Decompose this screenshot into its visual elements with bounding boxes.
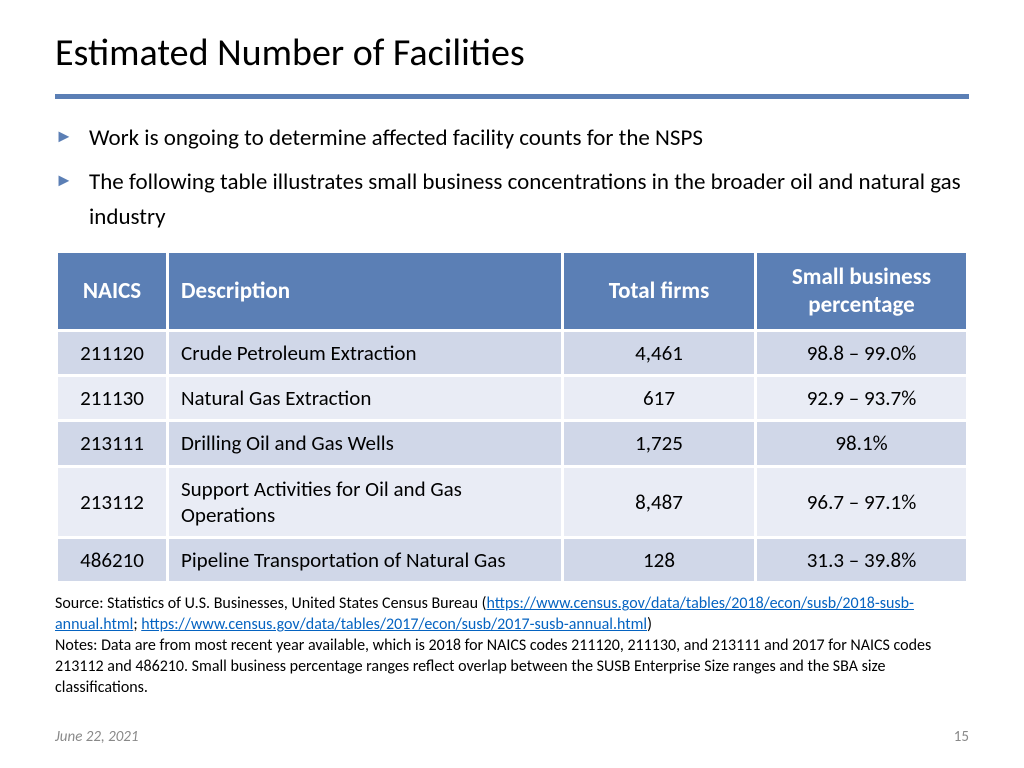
cell-description: Crude Petroleum Extraction [169,332,561,374]
cell-total-firms: 4,461 [564,332,754,374]
cell-total-firms: 128 [564,539,754,581]
table-row: 213112 Support Activities for Oil and Ga… [58,468,966,537]
table-row: 486210 Pipeline Transportation of Natura… [58,539,966,581]
source-prefix: Source: Statistics of U.S. Businesses, U… [55,594,486,613]
cell-naics: 211130 [58,377,166,419]
cell-description: Natural Gas Extraction [169,377,561,419]
cell-description: Drilling Oil and Gas Wells [169,422,561,464]
cell-naics: 213111 [58,422,166,464]
table-header-row: NAICS Description Total firms Small busi… [58,253,966,329]
cell-description: Support Activities for Oil and Gas Opera… [169,468,561,537]
facilities-table: NAICS Description Total firms Small busi… [55,250,969,585]
table-row: 213111 Drilling Oil and Gas Wells 1,725 … [58,422,966,464]
source-suffix: ) [647,615,652,634]
cell-total-firms: 617 [564,377,754,419]
cell-description: Pipeline Transportation of Natural Gas [169,539,561,581]
cell-small-biz-pct: 92.9 – 93.7% [757,377,966,419]
col-header-description: Description [169,253,561,329]
cell-total-firms: 1,725 [564,422,754,464]
col-header-total-firms: Total firms [564,253,754,329]
source-link-2[interactable]: https://www.census.gov/data/tables/2017/… [141,615,647,634]
table-row: 211130 Natural Gas Extraction 617 92.9 –… [58,377,966,419]
table-body: 211120 Crude Petroleum Extraction 4,461 … [58,332,966,582]
footer-date: June 22, 2021 [55,728,139,746]
footer-page-number: 15 [954,728,969,746]
slide-body: Estimated Number of Facilities Work is o… [0,0,1024,698]
title-rule [55,94,969,99]
source-notes: Source: Statistics of U.S. Businesses, U… [55,594,969,698]
cell-small-biz-pct: 31.3 – 39.8% [757,539,966,581]
bullet-item: Work is ongoing to determine affected fa… [55,121,969,157]
bullet-list: Work is ongoing to determine affected fa… [55,121,969,236]
cell-total-firms: 8,487 [564,468,754,537]
cell-small-biz-pct: 96.7 – 97.1% [757,468,966,537]
col-header-naics: NAICS [58,253,166,329]
cell-naics: 213112 [58,468,166,537]
cell-naics: 486210 [58,539,166,581]
cell-naics: 211120 [58,332,166,374]
table-row: 211120 Crude Petroleum Extraction 4,461 … [58,332,966,374]
bullet-item: The following table illustrates small bu… [55,165,969,236]
col-header-small-biz-pct: Small business percentage [757,253,966,329]
cell-small-biz-pct: 98.1% [757,422,966,464]
slide-footer: June 22, 2021 15 [55,728,969,746]
notes-text: Notes: Data are from most recent year av… [55,636,931,697]
page-title: Estimated Number of Facilities [55,30,969,76]
cell-small-biz-pct: 98.8 – 99.0% [757,332,966,374]
